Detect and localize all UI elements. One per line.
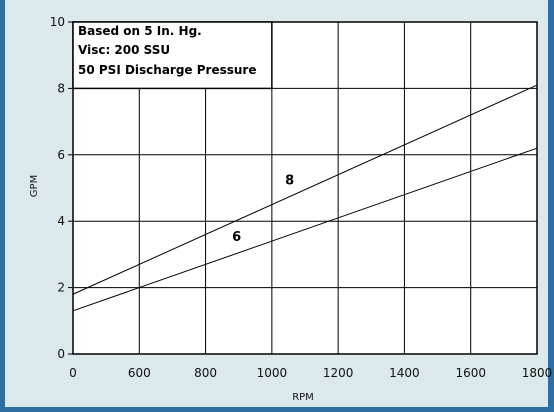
x-axis-ticks: 0 600 800 1000 1200 1400 1600 1800	[69, 366, 552, 380]
series-label-6: 6	[232, 230, 241, 245]
x-axis-title: RPM	[292, 392, 314, 403]
annotation-suction: Based on 5 In. Hg.	[78, 24, 202, 38]
y-tick-label: 10	[50, 15, 65, 29]
y-axis-ticks: 0 2 4 6 8 10	[50, 15, 73, 361]
y-tick-label: 0	[57, 347, 65, 361]
series-line-6	[72, 147, 538, 312]
y-tick-label: 2	[57, 281, 65, 295]
y-tick-label: 6	[57, 148, 65, 162]
annotation-box	[72, 21, 273, 90]
frame-right-border	[548, 0, 554, 412]
annotation-pressure: 50 PSI Discharge Pressure	[78, 63, 257, 77]
plot-border	[72, 21, 538, 355]
frame-bottom-border	[0, 407, 554, 412]
y-tick-label: 8	[57, 81, 65, 95]
y-axis-title: GPM	[29, 175, 40, 197]
x-tick-label: 1600	[455, 366, 486, 380]
series-lines: 86	[72, 84, 538, 312]
annotation-viscosity: Visc: 200 SSU	[78, 43, 170, 57]
frame-left-border	[0, 0, 5, 412]
x-tick-label: 1400	[389, 366, 420, 380]
x-tick-label: 800	[194, 366, 217, 380]
series-line-8	[72, 84, 538, 295]
x-tick-label: 1200	[323, 366, 354, 380]
x-tick-label: 600	[128, 366, 151, 380]
x-tick-label: 1000	[257, 366, 288, 380]
x-tick-label: 0	[69, 366, 77, 380]
series-label-8: 8	[285, 174, 294, 189]
y-tick-label: 4	[57, 214, 65, 228]
x-tick-label: 1800	[522, 366, 553, 380]
